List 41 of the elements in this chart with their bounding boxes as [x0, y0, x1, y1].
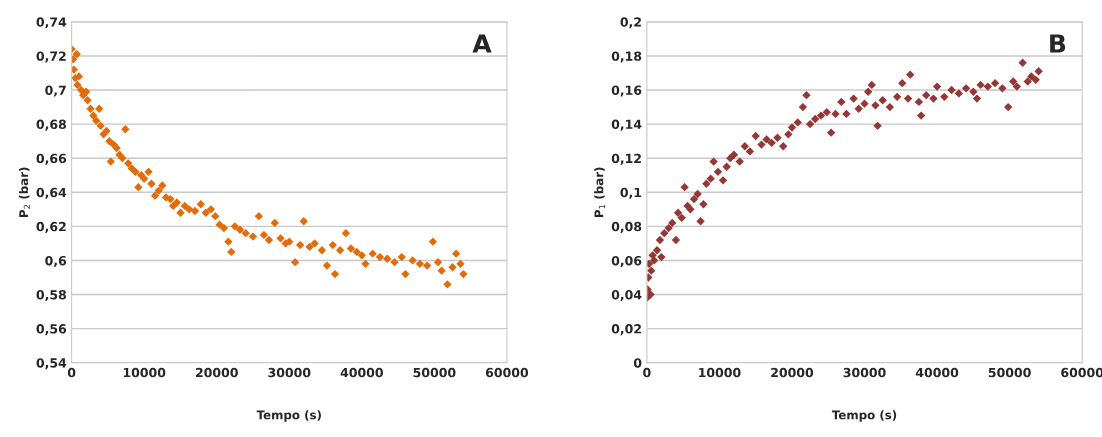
x-axis-title: Tempo (s)	[831, 410, 897, 422]
y-tick-label: 0,14	[611, 119, 642, 131]
x-tick-label: 20000	[195, 367, 238, 378]
x-tick-label: 10000	[123, 367, 166, 378]
y-tick-label: 0,58	[36, 290, 66, 302]
y-tick-label: 0,62	[36, 221, 66, 233]
y-tick-label: 0,2	[620, 17, 641, 29]
y-tick-label: 0,54	[36, 358, 67, 370]
x-tick-label: 50000	[413, 367, 456, 378]
y-axis-title: P$_{2}$ (bar)	[18, 167, 30, 217]
x-tick-label: 10000	[699, 367, 741, 378]
x-tick-label: 20000	[771, 367, 814, 378]
y-tick-label: 0,68	[36, 119, 66, 131]
x-axis-title: Tempo (s)	[256, 410, 321, 422]
y-tick-label: 0,6	[45, 255, 67, 267]
x-tick-label: 40000	[340, 367, 383, 378]
y-tick-label: 0	[633, 358, 642, 368]
y-tick-label: 0,04	[611, 290, 642, 302]
y-tick-label: 0,08	[611, 221, 642, 233]
y-tick-label: 0,64	[36, 187, 67, 199]
x-tick-label: 50000	[988, 367, 1031, 378]
y-tick-label: 0,7	[45, 85, 66, 97]
x-tick-label: 30000	[843, 367, 886, 378]
y-tick-label: 0,74	[36, 17, 67, 29]
y-tick-label: 0,16	[611, 85, 642, 97]
y-tick-label: 0,18	[611, 51, 642, 63]
y-tick-label: 0,06	[611, 255, 642, 267]
x-tick-label: 30000	[268, 367, 311, 378]
annotation: B	[1050, 34, 1066, 53]
x-tick-label: 60000	[485, 367, 529, 378]
y-tick-label: 0,56	[36, 324, 67, 336]
y-tick-label: 0,66	[36, 153, 67, 165]
annotation: A	[472, 34, 492, 53]
x-tick-label: 40000	[915, 367, 959, 378]
y-axis-title: P$_{1}$ (bar)	[594, 167, 606, 217]
x-tick-label: 0	[67, 367, 76, 378]
y-tick-label: 0,1	[620, 187, 642, 199]
x-tick-label: 0	[643, 367, 651, 378]
y-tick-label: 0,72	[36, 51, 66, 63]
y-tick-label: 0,12	[611, 153, 641, 165]
y-tick-label: 0,02	[611, 324, 641, 336]
